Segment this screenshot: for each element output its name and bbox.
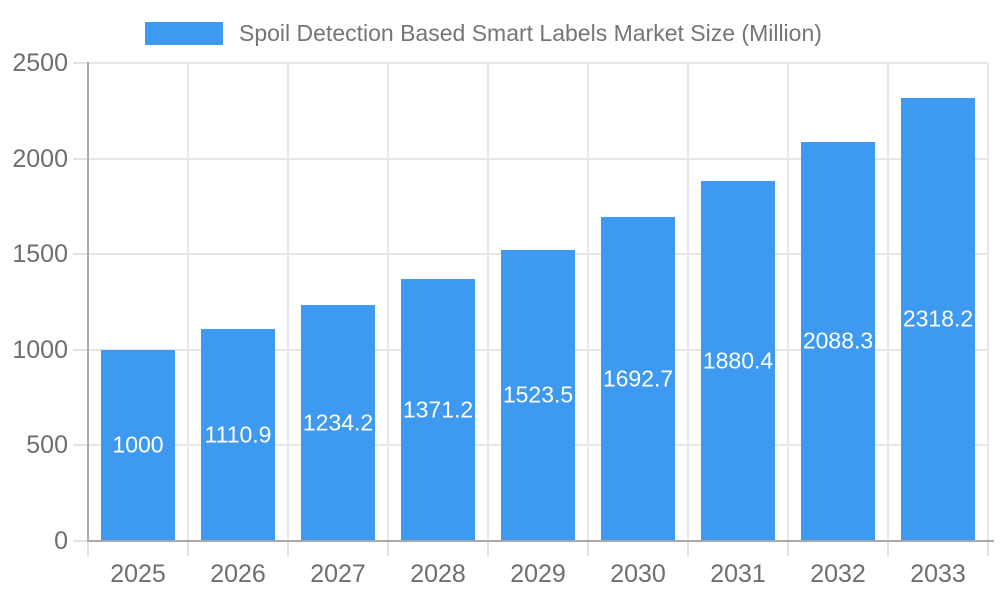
chart-legend[interactable]: Spoil Detection Based Smart Labels Marke… (145, 18, 822, 48)
x-axis-tick-label: 2027 (310, 560, 366, 588)
gridline-vertical (987, 63, 989, 541)
x-axis-tick (187, 541, 189, 556)
gridline-vertical (687, 63, 689, 541)
y-axis-tick (73, 444, 88, 447)
bar-value-label: 2318.2 (902, 305, 974, 332)
x-axis-tick-label: 2029 (510, 560, 566, 588)
gridline-vertical (587, 63, 589, 541)
bar-2031 (701, 181, 775, 541)
x-axis-tick (387, 541, 389, 556)
y-axis-tick (73, 62, 88, 64)
chart-title: Spoil Detection Based Smart Labels Marke… (239, 20, 822, 46)
x-axis-tick-label: 2031 (710, 560, 766, 588)
bar-2029 (501, 249, 575, 541)
bar-2030 (601, 217, 675, 541)
bar-2033 (901, 97, 975, 541)
x-axis-tick (87, 541, 89, 556)
gridline-horizontal (88, 62, 988, 64)
gridline-vertical (187, 63, 189, 541)
bar-2028 (401, 278, 475, 541)
gridline-vertical (787, 63, 789, 541)
x-axis-tick-label: 2030 (610, 560, 666, 588)
legend-swatch-icon (145, 21, 223, 45)
x-axis-tick-label: 2033 (910, 560, 966, 588)
bar-2026 (201, 328, 275, 541)
bar-2032 (801, 141, 875, 541)
y-axis-tick-label: 2500 (12, 49, 68, 77)
gridline-horizontal (88, 157, 988, 160)
x-axis-tick-label: 2025 (110, 560, 166, 588)
x-axis-tick (987, 541, 989, 556)
x-axis-tick (287, 541, 289, 556)
y-axis-tick-label: 500 (26, 431, 68, 460)
x-axis-tick (887, 541, 889, 556)
gridline-vertical (387, 63, 389, 541)
y-axis-tick (73, 157, 88, 160)
y-axis-tick (73, 253, 88, 256)
bar-value-label: 1110.9 (204, 421, 272, 448)
y-axis-tick-label: 2000 (12, 144, 68, 173)
x-axis-tick (787, 541, 789, 556)
gridline-vertical (487, 63, 489, 541)
bar-2025 (101, 349, 175, 541)
x-axis-tick (687, 541, 689, 556)
x-axis-tick-label: 2028 (410, 560, 466, 588)
gridline-vertical (887, 63, 889, 541)
bar-value-label: 1523.5 (502, 381, 574, 408)
y-axis-tick-label: 0 (54, 527, 68, 555)
bar-value-label: 1880.4 (702, 347, 774, 374)
y-axis-tick (73, 540, 88, 542)
x-axis-tick (587, 541, 589, 556)
bar-value-label: 1234.2 (302, 409, 374, 436)
bar-value-label: 1000 (112, 431, 164, 458)
bar-value-label: 2088.3 (802, 327, 874, 354)
x-axis-tick-label: 2026 (210, 560, 266, 588)
bar-value-label: 1371.2 (402, 396, 474, 423)
y-axis-tick (73, 348, 88, 351)
y-axis-tick-label: 1500 (12, 240, 68, 269)
x-axis-tick-label: 2032 (810, 560, 866, 588)
plot-area: 0 500 1000 1500 2000 2500 1000 2025 1110.9 2026 12… (12, 49, 994, 588)
x-axis-tick (487, 541, 489, 556)
gridline-vertical (287, 63, 289, 541)
bar-2027 (301, 305, 375, 541)
x-axis (87, 540, 994, 542)
y-axis (87, 62, 89, 542)
bar-value-label: 1692.7 (602, 365, 674, 392)
y-axis-tick-label: 1000 (12, 335, 68, 364)
